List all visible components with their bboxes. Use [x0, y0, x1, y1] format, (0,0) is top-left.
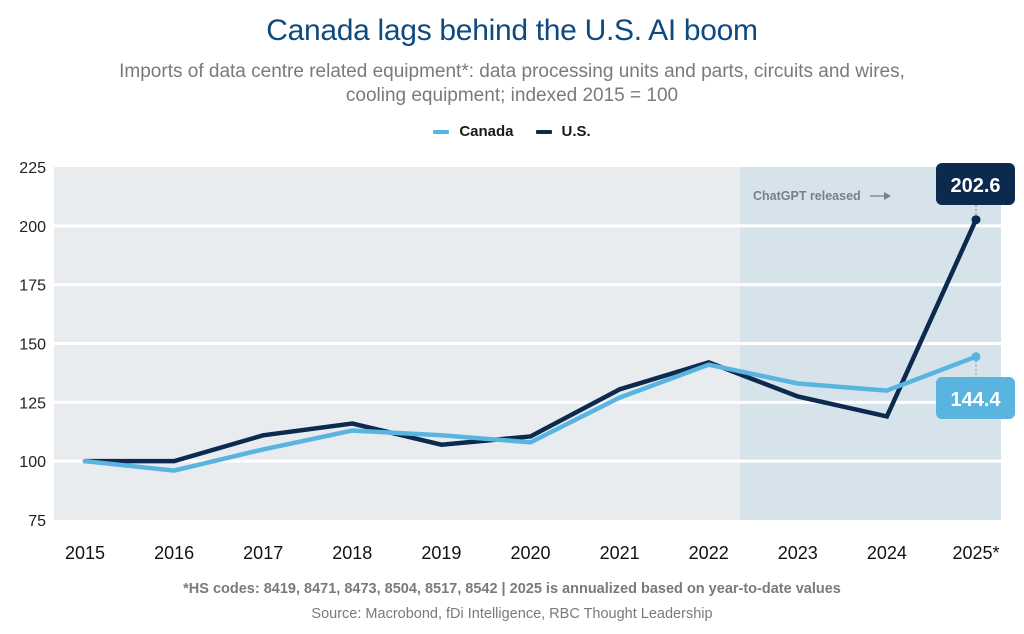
- x-tick-label: 2025*: [952, 543, 999, 563]
- x-tick-label: 2016: [154, 543, 194, 563]
- x-tick-label: 2022: [689, 543, 729, 563]
- x-tick-label: 2015: [65, 543, 105, 563]
- series-line-canada: [82, 354, 979, 473]
- x-tick-label: 2023: [778, 543, 818, 563]
- annotation-chatgpt-released: ChatGPT released: [753, 189, 861, 203]
- x-tick-label: 2019: [421, 543, 461, 563]
- end-marker-us: [971, 215, 981, 225]
- footnote: *HS codes: 8419, 8471, 8473, 8504, 8517,…: [183, 581, 841, 597]
- chart-title: Canada lags behind the U.S. AI boom: [266, 14, 758, 47]
- series-line-us: [82, 217, 979, 464]
- legend: Canada U.S.: [0, 123, 1024, 140]
- x-tick-label: 2018: [332, 543, 372, 563]
- y-tick-label: 225: [19, 160, 46, 177]
- legend-item-canada: Canada: [433, 123, 514, 140]
- end-marker-canada: [971, 352, 981, 362]
- y-tick-label: 150: [19, 337, 46, 354]
- end-label-canada: 144.4: [950, 389, 1001, 411]
- y-tick-label: 75: [28, 513, 46, 530]
- x-tick-label: 2020: [510, 543, 550, 563]
- y-tick-label: 125: [19, 395, 46, 412]
- chart-subtitle: Imports of data centre related equipment…: [119, 61, 905, 106]
- x-tick-label: 2021: [600, 543, 640, 563]
- y-tick-label: 175: [19, 278, 46, 295]
- legend-swatch-us: [535, 129, 552, 134]
- legend-label-us: U.S.: [561, 123, 591, 140]
- y-tick-label: 200: [19, 219, 46, 236]
- end-label-box-canada: [936, 377, 1015, 419]
- y-tick-label: 100: [19, 454, 46, 471]
- legend-label-canada: Canada: [459, 123, 514, 140]
- arrow-right-icon: [884, 192, 891, 200]
- x-tick-label: 2017: [243, 543, 283, 563]
- source-note: Source: Macrobond, fDi Intelligence, RBC…: [311, 606, 713, 622]
- legend-item-us: U.S.: [535, 123, 591, 140]
- end-label-us: 202.6: [950, 175, 1000, 197]
- end-label-box-us: [936, 163, 1015, 205]
- legend-swatch-canada: [433, 129, 450, 134]
- x-tick-label: 2024: [867, 543, 907, 563]
